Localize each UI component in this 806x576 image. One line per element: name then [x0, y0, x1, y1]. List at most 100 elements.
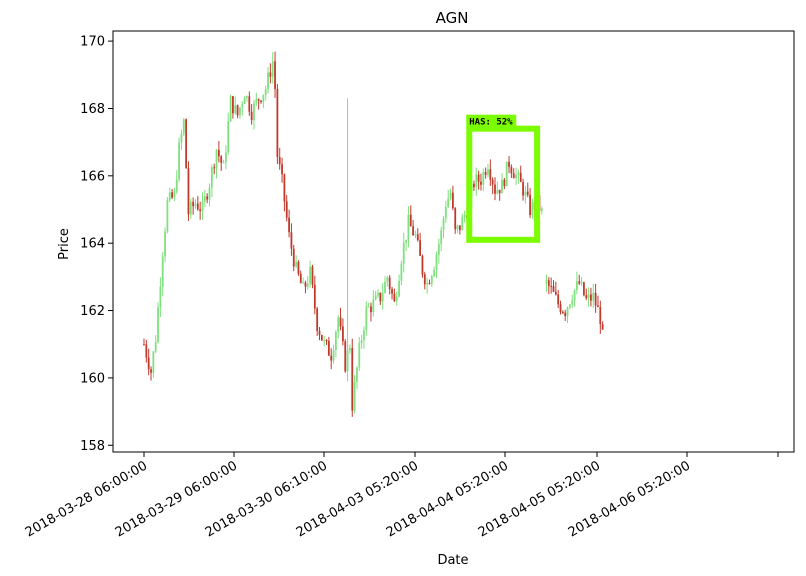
candle-body	[583, 282, 585, 296]
candle-body	[559, 304, 562, 312]
candle-body	[196, 203, 199, 210]
candle-body	[526, 191, 529, 195]
candle-body	[480, 181, 482, 185]
y-tick-label: 164	[80, 237, 105, 252]
candle-body	[241, 104, 244, 108]
candle-body	[269, 72, 272, 77]
y-axis: 158 160 162 164 166 168 170	[80, 35, 113, 454]
candle-body	[444, 206, 447, 219]
candle-body	[398, 280, 400, 297]
candle-body	[161, 256, 164, 287]
detection-box	[466, 125, 541, 243]
candle-body	[227, 121, 230, 153]
candle-body	[564, 312, 567, 317]
candle-body	[372, 299, 375, 313]
candle-body	[143, 344, 145, 346]
candle-body	[318, 331, 321, 335]
candle-body	[334, 332, 337, 350]
candle-body	[442, 218, 445, 231]
candle-body	[302, 282, 305, 284]
candle-body	[246, 96, 248, 98]
candle-body	[370, 306, 372, 313]
plot-area-frame	[112, 30, 795, 453]
candle-body	[145, 344, 148, 358]
candle-body	[568, 304, 571, 308]
candle-body	[168, 192, 171, 200]
candle-body	[477, 174, 480, 182]
candle-body	[484, 172, 487, 175]
candle-body	[578, 281, 581, 284]
candle-body	[512, 173, 515, 179]
candle-body	[320, 334, 323, 341]
y-tick-label: 170	[80, 35, 105, 50]
candles-layer	[143, 51, 604, 417]
candle-body	[363, 330, 365, 341]
candle-body	[522, 182, 524, 196]
candle-body	[515, 174, 517, 179]
candle-body	[508, 161, 510, 167]
candle-body	[590, 294, 592, 301]
candle-body	[154, 341, 157, 352]
candle-body	[510, 166, 513, 174]
candle-body	[304, 282, 307, 287]
candle-body	[580, 282, 583, 284]
candle-body	[239, 107, 241, 116]
candle-body	[386, 277, 389, 282]
candle-body	[416, 234, 419, 241]
candle-body	[594, 292, 597, 306]
candle-body	[208, 187, 211, 200]
candle-body	[351, 347, 354, 411]
y-axis-label: Price	[57, 228, 72, 260]
candle-body	[248, 96, 251, 112]
candle-body	[157, 307, 159, 342]
candle-body	[327, 340, 330, 356]
candle-body	[349, 347, 351, 351]
candle-body	[557, 294, 560, 305]
candle-body	[489, 169, 492, 180]
candle-body	[346, 350, 349, 372]
candle-body	[454, 208, 457, 230]
candle-body	[285, 201, 288, 218]
candle-body	[423, 274, 426, 285]
candle-body	[529, 194, 531, 215]
candle-body	[297, 261, 300, 274]
candle-body	[243, 97, 246, 105]
candle-body	[182, 119, 185, 134]
candle-body	[215, 149, 218, 169]
candle-body	[192, 201, 195, 207]
candle-body	[210, 167, 213, 188]
candle-body	[374, 295, 377, 300]
candle-body	[435, 254, 438, 270]
candle-body	[295, 261, 297, 267]
candle-body	[257, 99, 260, 101]
x-axis-label: Date	[437, 553, 468, 568]
candle-body	[164, 231, 166, 257]
candle-body	[400, 263, 403, 281]
candle-body	[150, 369, 152, 373]
chart-title: AGN	[436, 9, 469, 27]
detection-label: HAS: 52%	[469, 118, 513, 128]
candle-body	[421, 255, 424, 275]
candle-body	[332, 349, 335, 361]
y-tick-label: 166	[80, 169, 105, 184]
candle-body	[547, 280, 550, 286]
candle-body	[356, 367, 358, 382]
candle-body	[449, 192, 452, 199]
candle-body	[501, 179, 503, 194]
candle-body	[225, 152, 227, 163]
candle-body	[180, 133, 183, 143]
candle-body	[358, 343, 361, 368]
candle-body	[166, 199, 169, 232]
candle-body	[561, 311, 564, 313]
candle-body	[171, 192, 173, 198]
candle-body	[313, 284, 316, 309]
candle-body	[311, 266, 314, 285]
candle-body	[147, 357, 150, 370]
candle-body	[353, 381, 356, 411]
candle-body	[306, 283, 309, 287]
candle-body	[377, 292, 379, 296]
candle-body	[592, 292, 595, 301]
candle-body	[585, 295, 588, 299]
candle-body	[262, 94, 265, 103]
